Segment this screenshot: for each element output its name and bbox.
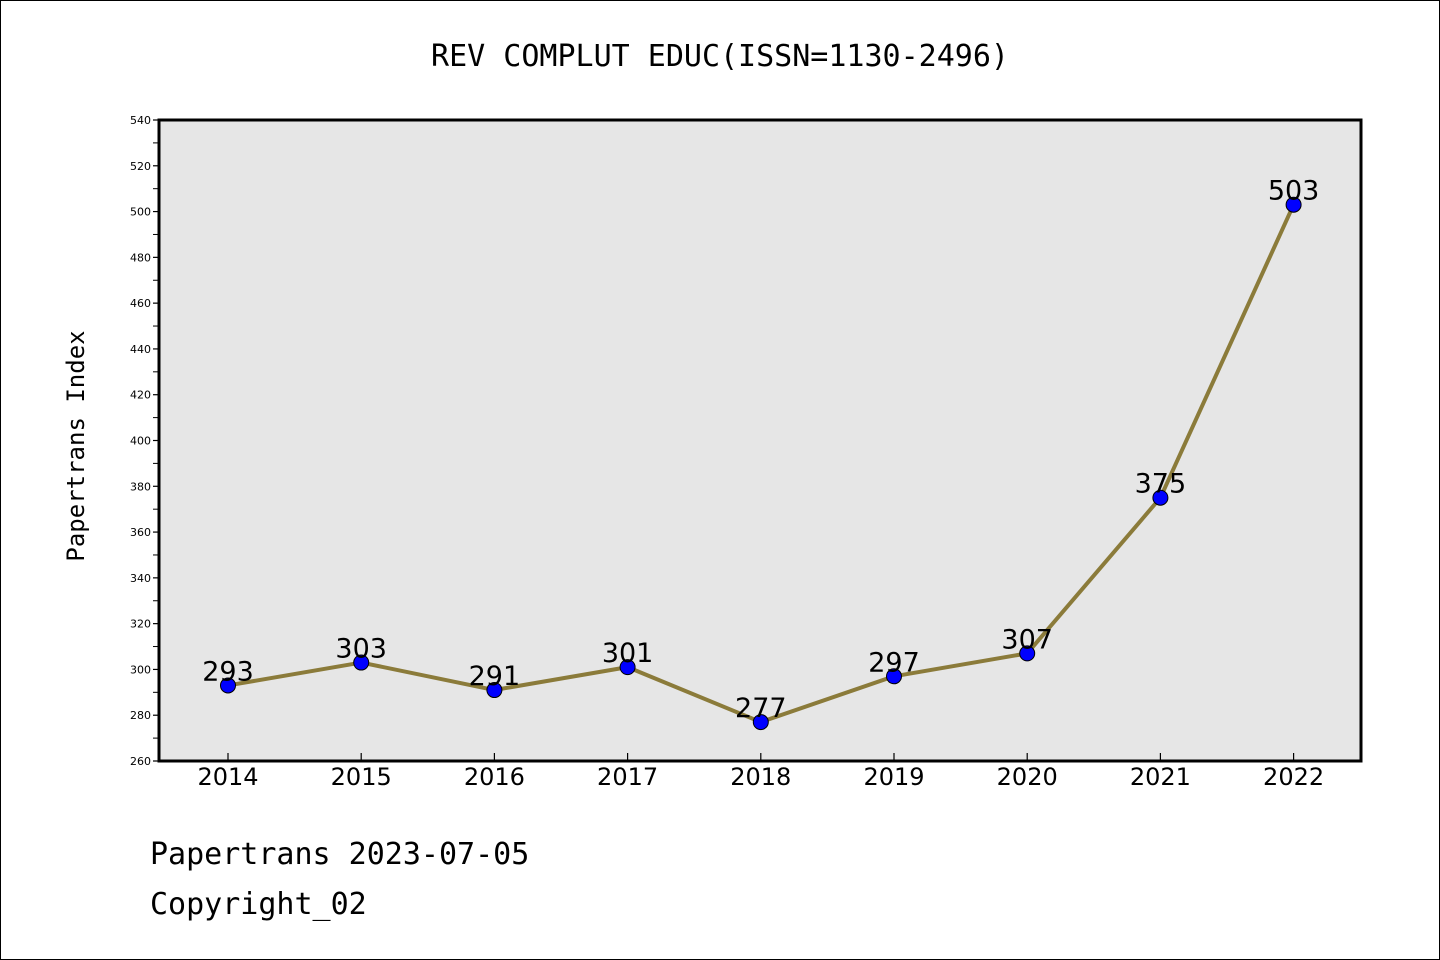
y-tick-label: 260	[130, 755, 151, 768]
y-tick-label: 380	[130, 480, 151, 493]
footer-date: Papertrans 2023-07-05	[150, 837, 529, 872]
data-label: 307	[1001, 624, 1053, 655]
data-point	[353, 654, 370, 671]
data-label: 297	[868, 647, 920, 678]
y-tick-label: 480	[130, 251, 151, 264]
data-point	[486, 682, 503, 699]
y-axis: 260 280 300 320 340 360 380 400 420 440 460 480 500 5…	[130, 114, 159, 768]
x-tick-label: 2018	[730, 763, 791, 791]
data-point	[752, 714, 769, 731]
x-tick-label: 2020	[997, 763, 1058, 791]
footer-copyright: Copyright_02	[150, 887, 367, 922]
data-point	[619, 659, 636, 676]
y-tick-label: 460	[130, 297, 151, 310]
data-point	[1152, 489, 1169, 506]
y-tick-label: 520	[130, 160, 151, 173]
y-tick-label: 400	[130, 435, 151, 448]
data-label: 503	[1268, 176, 1320, 207]
data-label: 277	[735, 693, 787, 724]
data-label: 375	[1135, 469, 1187, 500]
x-axis: 2014 2015 2016 2017 2018 2019 2020 2021 2022	[197, 753, 1324, 791]
x-tick-label: 2015	[331, 763, 392, 791]
x-tick-label: 2016	[464, 763, 525, 791]
x-tick-label: 2014	[197, 763, 258, 791]
x-tick-label: 2017	[597, 763, 658, 791]
series-group: 293 303 291 301 277 297 307 375 503	[202, 176, 1320, 731]
y-tick-label: 320	[130, 618, 151, 631]
y-axis-label: Papertrans Index	[62, 330, 90, 561]
data-point	[220, 677, 236, 694]
x-tick-label: 2022	[1263, 763, 1324, 791]
x-tick-label: 2019	[863, 763, 924, 791]
x-tick-label: 2021	[1130, 763, 1191, 791]
data-label: 301	[602, 638, 654, 669]
y-tick-label: 440	[130, 343, 151, 356]
data-point	[1019, 645, 1036, 662]
data-label: 291	[469, 661, 521, 692]
data-label: 293	[202, 656, 254, 687]
y-tick-label: 280	[130, 709, 151, 722]
data-point	[1285, 196, 1302, 213]
y-tick-label: 540	[130, 114, 151, 127]
y-tick-label: 500	[130, 206, 151, 219]
y-tick-label: 300	[130, 663, 151, 676]
data-label: 303	[335, 634, 387, 665]
y-tick-label: 340	[130, 572, 151, 585]
plot-area	[157, 118, 1363, 763]
y-tick-label: 420	[130, 389, 151, 402]
y-tick-label: 360	[130, 526, 151, 539]
chart-title: REV COMPLUT EDUC(ISSN=1130-2496)	[431, 39, 1009, 74]
data-point	[886, 668, 902, 685]
